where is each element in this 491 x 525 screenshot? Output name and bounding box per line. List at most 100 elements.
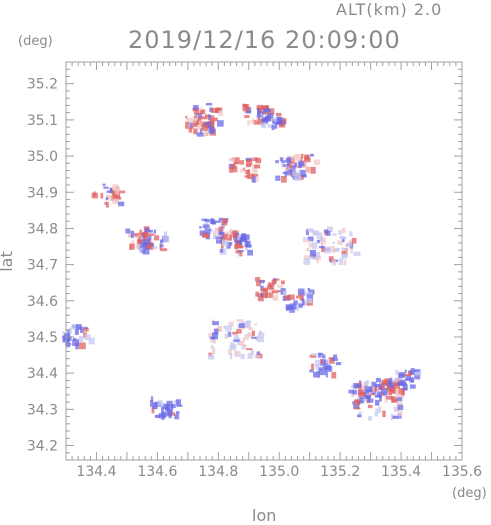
echo-cell: [245, 245, 252, 248]
echo-cell: [293, 162, 297, 167]
echo-cell: [312, 257, 319, 261]
echo-cell: [241, 233, 246, 238]
echo-cell: [288, 169, 296, 173]
echo-cell: [260, 288, 268, 292]
echo-cell: [202, 224, 210, 229]
echo-cell: [260, 285, 264, 291]
echo-cell: [283, 290, 287, 296]
echo-cell: [396, 393, 401, 399]
echo-cell: [158, 413, 166, 419]
echo-cell: [404, 369, 407, 374]
echo-cell: [239, 252, 243, 257]
echo-cell: [235, 241, 242, 249]
echo-cell: [195, 112, 203, 119]
echo-cell: [267, 282, 272, 287]
echo-cell: [233, 339, 240, 342]
echo-cell: [195, 118, 202, 126]
echo-cell: [381, 381, 384, 388]
echo-cell: [201, 218, 208, 221]
echo-cell: [288, 159, 292, 162]
echo-cell: [256, 105, 259, 110]
echo-cell: [125, 228, 131, 234]
echo-cell: [286, 162, 290, 167]
y-axis-unit: (deg): [18, 34, 53, 49]
echo-cell: [299, 294, 304, 301]
echo-cell: [193, 105, 199, 110]
echo-cell: [229, 352, 233, 360]
echo-cell: [238, 323, 245, 328]
echo-cell: [353, 404, 360, 409]
echo-cell: [139, 247, 145, 253]
echo-cell: [151, 246, 158, 250]
echo-cell: [75, 342, 79, 350]
echo-cell: [261, 122, 266, 129]
echo-cell: [287, 304, 294, 310]
echo-cell: [237, 239, 241, 243]
echo-cell: [305, 298, 313, 304]
echo-cell: [306, 249, 309, 252]
echo-cell: [271, 279, 277, 285]
echo-cell: [106, 190, 113, 193]
echo-cell: [345, 243, 353, 247]
echo-cell: [213, 117, 218, 122]
echo-cell: [140, 236, 144, 240]
echo-cell: [337, 240, 344, 245]
echo-cell: [384, 378, 390, 385]
echo-cell: [381, 387, 388, 394]
echo-cell: [236, 319, 244, 323]
echo-cell: [139, 229, 143, 234]
echo-cell: [74, 328, 79, 335]
echo-cell: [228, 348, 232, 355]
echo-cell: [79, 342, 86, 350]
echo-cell: [228, 157, 235, 161]
echo-cell: [398, 388, 405, 395]
echo-cell: [280, 280, 285, 285]
y-tick-label: 34.6: [27, 294, 58, 310]
echo-cell: [166, 400, 173, 406]
echo-cell: [298, 160, 305, 167]
echo-cell: [251, 175, 256, 183]
echo-cell: [185, 115, 188, 119]
echo-cell: [229, 168, 233, 173]
echo-cell: [389, 377, 393, 381]
echo-cell: [258, 332, 265, 337]
echo-cell: [379, 394, 382, 402]
echo-cell: [352, 401, 355, 405]
echo-cell: [233, 161, 238, 165]
echo-cell: [175, 411, 180, 415]
x-tick-label: 135.2: [320, 464, 360, 480]
echo-cell: [82, 327, 89, 332]
x-axis-label: lon: [252, 506, 277, 525]
echo-cell: [213, 328, 219, 335]
echo-cell: [319, 237, 324, 242]
echo-cell: [363, 399, 368, 402]
echo-cell: [382, 392, 388, 396]
echo-cell: [142, 248, 150, 255]
echo-cell: [241, 343, 246, 350]
echo-cell: [213, 233, 216, 240]
echo-cell: [364, 394, 371, 400]
echo-cell: [350, 247, 353, 254]
echo-cell: [240, 340, 244, 347]
echo-cell: [109, 187, 113, 192]
echo-cell: [232, 331, 238, 335]
datetime-title: 2019/12/16 20:09:00: [128, 26, 401, 54]
echo-cell: [306, 292, 313, 295]
echo-cell: [270, 283, 274, 290]
echo-cell: [257, 104, 264, 111]
plot-frame: [65, 61, 463, 461]
echo-cell: [198, 120, 203, 128]
echo-cell: [386, 396, 394, 400]
echo-cell: [356, 398, 362, 401]
echo-cell: [332, 241, 335, 244]
echo-cell: [234, 350, 238, 355]
echo-cell: [413, 369, 420, 373]
echo-cell: [196, 124, 201, 130]
echo-cell: [307, 228, 314, 232]
echo-cell: [211, 219, 216, 225]
x-tick-label: 135.0: [259, 464, 299, 480]
echo-cell: [154, 414, 161, 418]
echo-cell: [71, 323, 76, 330]
echo-cell: [359, 397, 364, 404]
